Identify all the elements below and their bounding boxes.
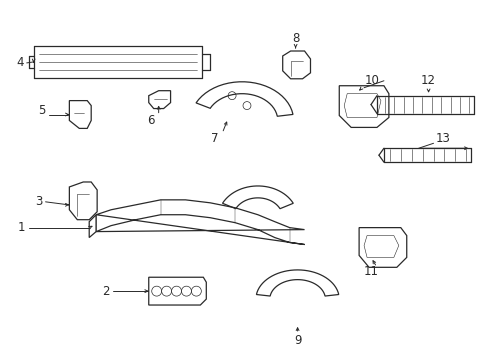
Text: 12: 12: [421, 74, 436, 87]
Text: 5: 5: [38, 104, 45, 117]
Text: 6: 6: [147, 114, 154, 127]
Text: 8: 8: [292, 32, 299, 45]
Text: 9: 9: [294, 334, 301, 347]
Text: 7: 7: [212, 132, 219, 145]
Text: 4: 4: [16, 57, 24, 69]
Text: 3: 3: [35, 195, 42, 208]
Text: 1: 1: [18, 221, 25, 234]
Text: 13: 13: [436, 132, 451, 145]
Text: 11: 11: [364, 265, 378, 278]
Text: 2: 2: [102, 285, 110, 298]
Text: 10: 10: [365, 74, 379, 87]
